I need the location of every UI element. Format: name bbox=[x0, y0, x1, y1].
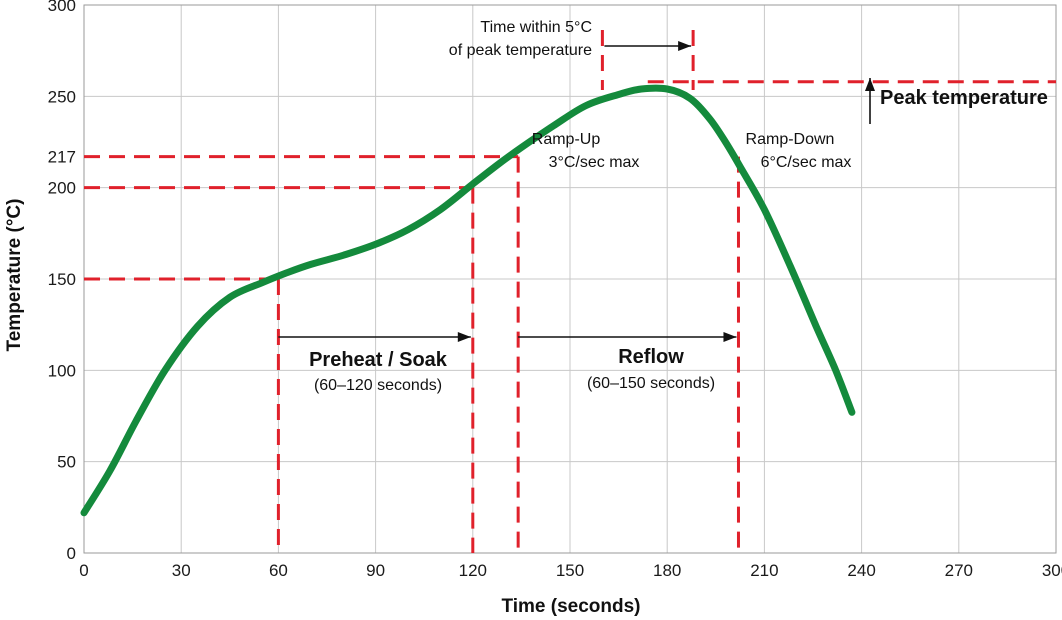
x-tick-label-60: 60 bbox=[269, 561, 288, 580]
y-tick-label-250: 250 bbox=[48, 87, 76, 106]
x-tick-label-300: 300 bbox=[1042, 561, 1062, 580]
y-tick-label-200: 200 bbox=[48, 179, 76, 198]
y-tick-label-300: 300 bbox=[48, 0, 76, 15]
x-tick-label-150: 150 bbox=[556, 561, 584, 580]
y-tick-label-150: 150 bbox=[48, 270, 76, 289]
x-tick-label-30: 30 bbox=[172, 561, 191, 580]
x-tick-label-90: 90 bbox=[366, 561, 385, 580]
peak-temperature-arrow bbox=[865, 78, 875, 124]
ramp-up-label-line2: 3°C/sec max bbox=[549, 154, 640, 171]
x-tick-label-210: 210 bbox=[750, 561, 778, 580]
reflow-range: (60–150 seconds) bbox=[587, 375, 715, 392]
reflow-arrow bbox=[518, 332, 737, 342]
y-tick-label-100: 100 bbox=[48, 361, 76, 380]
preheat-soak-title: Preheat / Soak bbox=[309, 349, 448, 371]
ramp-down-label-line2: 6°C/sec max bbox=[761, 154, 852, 171]
y-tick-label-50: 50 bbox=[57, 453, 76, 472]
x-axis-title: Time (seconds) bbox=[501, 596, 640, 617]
temperature-profile-line bbox=[80, 84, 856, 517]
peak-window-label-line1: Time within 5°C bbox=[480, 19, 592, 36]
reflow-title: Reflow bbox=[618, 346, 684, 368]
curve-layer bbox=[80, 84, 856, 517]
y-axis-title: Temperature (°C) bbox=[4, 199, 25, 352]
ramp-up-label-line1: Ramp-Up bbox=[532, 131, 601, 148]
x-tick-label-120: 120 bbox=[459, 561, 487, 580]
grid-layer bbox=[83, 4, 1057, 554]
preheat-soak-range: (60–120 seconds) bbox=[314, 377, 442, 394]
x-tick-label-240: 240 bbox=[847, 561, 875, 580]
x-tick-label-180: 180 bbox=[653, 561, 681, 580]
peak-temperature-label: Peak temperature bbox=[880, 87, 1048, 109]
peak-window-label-line2: of peak temperature bbox=[449, 42, 592, 59]
preheat-soak-arrow bbox=[278, 332, 471, 342]
x-tick-label-270: 270 bbox=[945, 561, 973, 580]
tick-layer: 0 30 60 90 120 150 180 210 240 270 300 0 50 100 150 200… bbox=[48, 0, 1062, 580]
y-tick-label-0: 0 bbox=[67, 544, 76, 563]
x-tick-label-0: 0 bbox=[79, 561, 88, 580]
y-tick-label-217: 217 bbox=[48, 148, 76, 167]
peak-window-arrow bbox=[604, 41, 692, 51]
ramp-down-label-line1: Ramp-Down bbox=[746, 131, 835, 148]
annotation-layer: Time within 5°C of peak temperature Peak… bbox=[4, 19, 1048, 617]
guide-layer bbox=[84, 30, 1056, 553]
